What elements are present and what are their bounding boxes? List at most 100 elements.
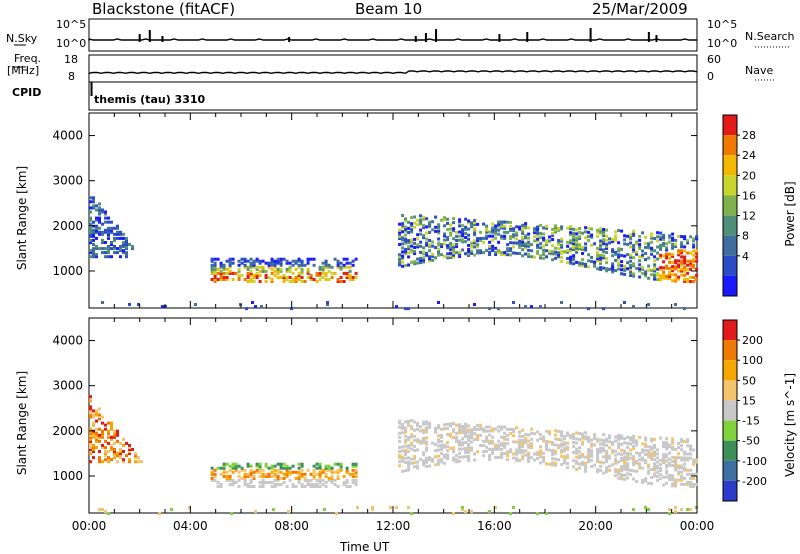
scatter-cell bbox=[464, 240, 468, 244]
scatter-cell bbox=[294, 476, 298, 480]
scatter-cell bbox=[225, 462, 229, 466]
scatter-cell bbox=[503, 234, 507, 238]
scatter-cell bbox=[213, 269, 217, 273]
scatter-cell bbox=[620, 477, 624, 481]
scatter-cell bbox=[324, 474, 328, 478]
scatter-cell bbox=[683, 277, 687, 281]
scatter-cell bbox=[470, 436, 474, 440]
scatter-cell bbox=[575, 260, 579, 264]
scatter-cell bbox=[641, 450, 645, 454]
scatter-cell bbox=[461, 441, 465, 445]
scatter-cell bbox=[243, 263, 247, 267]
scatter-cell bbox=[104, 251, 107, 255]
scatter-cell bbox=[401, 423, 405, 426]
scatter-cell bbox=[581, 461, 585, 464]
scatter-cell bbox=[425, 422, 429, 426]
scatter-cell bbox=[330, 470, 334, 474]
scatter-cell bbox=[101, 435, 104, 439]
scatter-cell bbox=[593, 264, 597, 268]
scatter-cell bbox=[569, 239, 573, 243]
scatter-cell bbox=[551, 227, 555, 231]
scatter-cell bbox=[524, 246, 528, 250]
scatter-cell bbox=[488, 240, 492, 244]
scatter-cell bbox=[336, 474, 340, 478]
scatter-cell bbox=[327, 476, 331, 480]
scatter-cell bbox=[89, 407, 92, 411]
scatter-cell bbox=[521, 238, 525, 241]
scatter-cell bbox=[467, 233, 471, 237]
scatter-cell bbox=[98, 206, 101, 210]
x-tick-label: 00:00 bbox=[680, 519, 715, 533]
colorbar-tick-label: 24 bbox=[742, 149, 756, 162]
scatter-cell bbox=[113, 247, 116, 251]
scatter-cell bbox=[431, 240, 435, 244]
scatter-cell bbox=[689, 280, 693, 283]
scatter-cell bbox=[590, 233, 594, 237]
scatter-cell bbox=[404, 264, 408, 268]
scatter-cell bbox=[494, 230, 498, 234]
scatter-cell bbox=[225, 474, 229, 478]
scatter-cell bbox=[428, 458, 432, 462]
scatter-cell bbox=[659, 253, 663, 257]
freq-tick-top: 18 bbox=[64, 53, 78, 66]
scatter-cell bbox=[629, 235, 633, 239]
scatter-cell bbox=[653, 275, 657, 279]
scatter-cell bbox=[404, 251, 408, 255]
scatter-cell bbox=[680, 235, 684, 239]
scatter-cell bbox=[614, 468, 618, 471]
scatter-cell bbox=[473, 221, 477, 225]
scatter-cell bbox=[587, 226, 591, 230]
scatter-cell bbox=[674, 484, 678, 488]
scatter-cell bbox=[318, 464, 322, 468]
scatter-cell bbox=[101, 443, 104, 447]
scatter-cell bbox=[473, 227, 477, 231]
scatter-cell bbox=[524, 252, 528, 256]
scatter-cell bbox=[425, 217, 429, 221]
scatter-cell bbox=[92, 238, 95, 242]
scatter-cell bbox=[671, 482, 675, 486]
scatter-cell bbox=[104, 450, 107, 453]
scatter-cell bbox=[252, 273, 256, 277]
scatter-cell bbox=[506, 427, 510, 431]
scatter-cell bbox=[449, 251, 453, 255]
scatter-cell bbox=[315, 483, 319, 486]
scatter-cell bbox=[659, 276, 663, 280]
scatter-cell bbox=[632, 508, 635, 511]
scatter-cell bbox=[213, 474, 217, 478]
scatter-cell bbox=[686, 458, 690, 462]
cpid-panel-frame bbox=[88, 81, 698, 111]
scatter-cell bbox=[524, 441, 528, 445]
scatter-cell bbox=[584, 236, 588, 240]
scatter-cell bbox=[695, 460, 699, 464]
scatter-cell bbox=[312, 474, 316, 478]
scatter-cell bbox=[500, 441, 504, 445]
scatter-cell bbox=[354, 478, 358, 482]
scatter-cell bbox=[668, 473, 672, 477]
scatter-cell bbox=[309, 278, 313, 281]
scatter-cell bbox=[557, 228, 561, 232]
scatter-cell bbox=[662, 443, 666, 446]
scatter-cell bbox=[258, 481, 262, 484]
scatter-cell bbox=[614, 474, 618, 478]
scatter-cell bbox=[638, 435, 642, 439]
scatter-cell bbox=[689, 456, 693, 460]
scatter-cell bbox=[110, 421, 113, 425]
scatter-cell bbox=[554, 437, 558, 441]
scatter-cell bbox=[641, 265, 645, 269]
scatter-cell bbox=[692, 472, 696, 476]
scatter-cell bbox=[542, 252, 546, 256]
scatter-cell bbox=[270, 485, 274, 488]
scatter-cell bbox=[599, 259, 603, 263]
scatter-cell bbox=[659, 245, 663, 249]
scatter-cell bbox=[413, 444, 417, 448]
scatter-cell bbox=[95, 230, 98, 234]
scatter-cell bbox=[647, 246, 651, 250]
scatter-cell bbox=[455, 435, 459, 439]
scatter-cell bbox=[635, 451, 639, 455]
scatter-cell bbox=[404, 440, 408, 444]
scatter-cell bbox=[629, 468, 633, 472]
scatter-cell bbox=[110, 458, 113, 462]
scatter-cell bbox=[695, 249, 699, 253]
scatter-cell bbox=[629, 269, 633, 273]
scatter-cell bbox=[587, 448, 591, 452]
